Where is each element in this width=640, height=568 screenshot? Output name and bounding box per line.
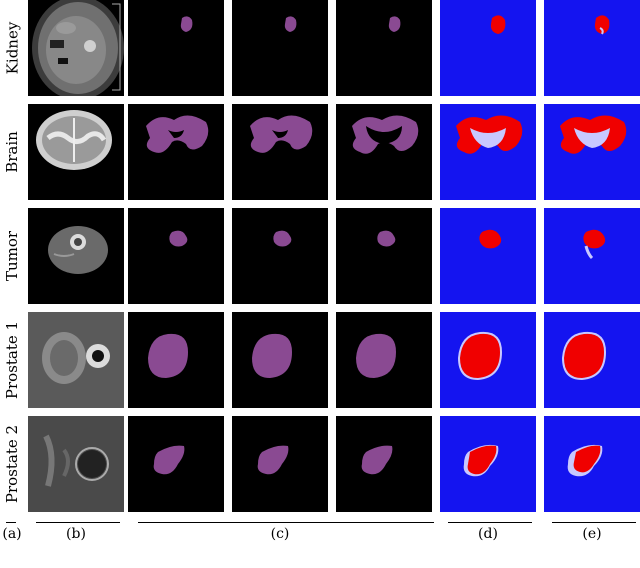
brain-segmentation-1 <box>128 104 224 200</box>
column-d-rule <box>448 522 532 523</box>
prostate-1-uncertainty-d <box>440 312 536 408</box>
prostate-2-uncertainty-e <box>544 416 640 512</box>
column-label-a: (a) <box>2 526 22 542</box>
brain-segmentation-2 <box>232 104 328 200</box>
tumor-uncertainty-d <box>440 208 536 304</box>
prostate-1-segmentation-1 <box>128 312 224 408</box>
row-label-kidney: Kidney <box>3 21 21 75</box>
tumor-uncertainty-e <box>544 208 640 304</box>
column-label-e: (e) <box>582 526 602 542</box>
prostate-1-segmentation-2 <box>232 312 328 408</box>
brain-uncertainty-e <box>544 104 640 200</box>
column-label-c: (c) <box>270 526 290 542</box>
prostate-1-uncertainty-e <box>544 312 640 408</box>
prostate-2-segmentation-3 <box>336 416 432 512</box>
row-label-prostate-1: Prostate 1 <box>3 320 21 400</box>
column-b-rule <box>36 522 120 523</box>
row-label-prostate-2: Prostate 2 <box>3 424 21 504</box>
prostate-1-input-image <box>28 312 124 408</box>
kidney-uncertainty-e <box>544 0 640 96</box>
column-a-rule <box>6 522 16 523</box>
brain-segmentation-3 <box>336 104 432 200</box>
column-e-rule <box>552 522 636 523</box>
tumor-input-image <box>28 208 124 304</box>
column-c-rule <box>138 522 434 523</box>
prostate-2-segmentation-1 <box>128 416 224 512</box>
prostate-2-uncertainty-d <box>440 416 536 512</box>
brain-uncertainty-d <box>440 104 536 200</box>
column-label-b: (b) <box>66 526 86 542</box>
brain-input-image <box>28 104 124 200</box>
kidney-input-image <box>28 0 124 96</box>
tumor-segmentation-2 <box>232 208 328 304</box>
prostate-2-segmentation-2 <box>232 416 328 512</box>
kidney-segmentation-3 <box>336 0 432 96</box>
kidney-segmentation-1 <box>128 0 224 96</box>
kidney-segmentation-2 <box>232 0 328 96</box>
prostate-1-segmentation-3 <box>336 312 432 408</box>
kidney-uncertainty-d <box>440 0 536 96</box>
tumor-segmentation-1 <box>128 208 224 304</box>
prostate-2-input-image <box>28 416 124 512</box>
column-label-d: (d) <box>478 526 498 542</box>
tumor-segmentation-3 <box>336 208 432 304</box>
row-label-tumor: Tumor <box>3 230 21 282</box>
row-label-brain: Brain <box>3 131 22 173</box>
